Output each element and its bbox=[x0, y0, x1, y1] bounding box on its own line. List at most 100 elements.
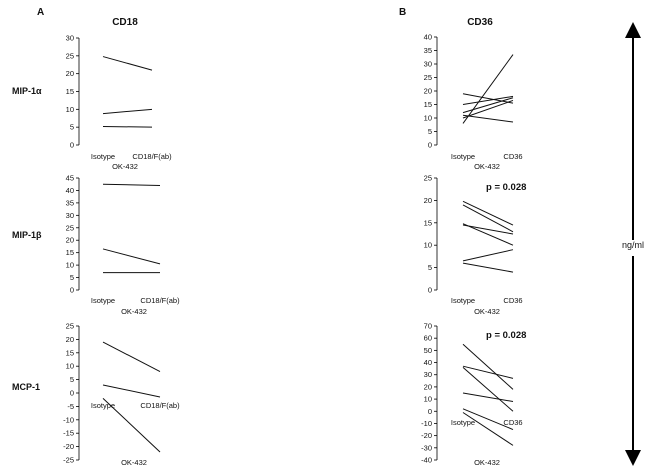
group-label: OK-432 bbox=[474, 307, 500, 316]
panels: 0 5 10 15 20 25 30 Isotype CD18/F(ab) OK-432 0 5 10 1… bbox=[63, 33, 526, 468]
series-line bbox=[462, 54, 514, 124]
series-line bbox=[462, 249, 514, 262]
series-line bbox=[102, 341, 161, 373]
series-line bbox=[462, 97, 514, 114]
y-tick-label: 15 bbox=[424, 218, 432, 227]
row-label-mip1a: MIP-1α bbox=[12, 86, 42, 96]
y-tick-label: 35 bbox=[66, 198, 74, 207]
chart-panel-3: -25 -20 -15 -10 -5 0 5 10 15 20 25 Isotype CD18/F(ab… bbox=[63, 322, 180, 468]
series-line bbox=[462, 224, 514, 235]
y-tick-label: 5 bbox=[70, 273, 74, 282]
y-tick-label: 0 bbox=[70, 286, 74, 295]
series-line bbox=[462, 412, 514, 446]
row-label-mip1b: MIP-1β bbox=[12, 230, 42, 240]
y-tick-label: 0 bbox=[428, 141, 432, 150]
series-line bbox=[462, 343, 514, 390]
series-line bbox=[102, 384, 161, 398]
y-tick-label: 25 bbox=[66, 322, 74, 331]
y-tick-label: 10 bbox=[66, 105, 74, 114]
series-line bbox=[102, 56, 153, 71]
series-line bbox=[462, 223, 514, 246]
y-tick-label: 10 bbox=[66, 261, 74, 270]
series-line bbox=[102, 108, 153, 115]
y-tick-label: 45 bbox=[66, 174, 74, 183]
column-title-cd36: CD36 bbox=[467, 17, 493, 28]
y-tick-label: -30 bbox=[421, 443, 432, 452]
category-label: Isotype bbox=[91, 401, 115, 410]
series-line bbox=[462, 95, 514, 105]
y-tick-label: 10 bbox=[424, 395, 432, 404]
chart-panel-1: 0 5 10 15 20 25 30 Isotype CD18/F(ab)OK-432 bbox=[66, 34, 172, 172]
y-tick-label: 5 bbox=[428, 127, 432, 136]
panel-letter-a: A bbox=[37, 7, 44, 18]
category-label: CD36 bbox=[503, 296, 522, 305]
y-tick-label: 30 bbox=[66, 211, 74, 220]
category-label: CD36 bbox=[503, 418, 522, 427]
y-tick-label: 10 bbox=[424, 241, 432, 250]
series-line bbox=[462, 408, 514, 431]
y-tick-label: 15 bbox=[66, 348, 74, 357]
y-tick-label: 60 bbox=[424, 334, 432, 343]
series-line bbox=[462, 114, 514, 123]
y-tick-label: 15 bbox=[424, 100, 432, 109]
series-line bbox=[462, 392, 514, 403]
y-tick-label: 30 bbox=[66, 34, 74, 43]
y-tick-label: -15 bbox=[63, 429, 74, 438]
series-line bbox=[102, 125, 153, 128]
series-line bbox=[102, 248, 161, 265]
chart-panel-6: -40 -30 -20 -10 0 10 20 30 40 50 60 70 Isotype CD36 OK… bbox=[421, 322, 526, 468]
unit-label: ng/ml bbox=[622, 240, 644, 250]
y-tick-label: 25 bbox=[424, 174, 432, 183]
category-label: CD18/F(ab) bbox=[140, 401, 180, 410]
y-tick-label: 5 bbox=[70, 375, 74, 384]
y-tick-label: 5 bbox=[428, 263, 432, 272]
y-tick-label: 25 bbox=[66, 223, 74, 232]
category-label: CD36 bbox=[503, 152, 522, 161]
series-line bbox=[462, 262, 514, 273]
y-tick-label: 0 bbox=[428, 286, 432, 295]
category-label: Isotype bbox=[451, 296, 475, 305]
y-tick-label: 20 bbox=[66, 236, 74, 245]
category-label: Isotype bbox=[91, 152, 115, 161]
y-tick-label: 50 bbox=[424, 346, 432, 355]
y-tick-label: -5 bbox=[67, 402, 74, 411]
series-line bbox=[462, 200, 514, 226]
series-line bbox=[462, 93, 514, 104]
y-tick-label: 0 bbox=[70, 141, 74, 150]
category-label: Isotype bbox=[91, 296, 115, 305]
panel-letter-b: B bbox=[399, 7, 406, 18]
y-tick-label: 40 bbox=[424, 358, 432, 367]
series-line bbox=[462, 365, 514, 379]
y-tick-label: 20 bbox=[424, 87, 432, 96]
y-tick-label: 20 bbox=[424, 382, 432, 391]
y-tick-label: 20 bbox=[424, 196, 432, 205]
y-tick-label: 20 bbox=[66, 335, 74, 344]
y-tick-label: -10 bbox=[421, 419, 432, 428]
y-tick-label: -40 bbox=[421, 456, 432, 465]
p-value-label: p = 0.028 bbox=[486, 330, 526, 341]
y-tick-label: 10 bbox=[424, 114, 432, 123]
group-label: OK-432 bbox=[474, 162, 500, 171]
y-tick-label: 0 bbox=[70, 389, 74, 398]
y-tick-label: 20 bbox=[66, 69, 74, 78]
category-label: Isotype bbox=[451, 152, 475, 161]
column-title-cd18: CD18 bbox=[112, 17, 138, 28]
row-label-mcp1: MCP-1 bbox=[12, 382, 40, 392]
series-line bbox=[102, 183, 161, 186]
series-line bbox=[102, 397, 161, 453]
group-label: OK-432 bbox=[121, 307, 147, 316]
y-tick-label: -10 bbox=[63, 415, 74, 424]
y-tick-label: -25 bbox=[63, 456, 74, 465]
y-tick-label: 15 bbox=[66, 87, 74, 96]
y-tick-label: 10 bbox=[66, 362, 74, 371]
y-tick-label: -20 bbox=[421, 431, 432, 440]
y-tick-label: 40 bbox=[66, 186, 74, 195]
y-tick-label: 30 bbox=[424, 60, 432, 69]
y-tick-label: 70 bbox=[424, 322, 432, 331]
y-tick-label: 25 bbox=[66, 51, 74, 60]
y-tick-label: 35 bbox=[424, 46, 432, 55]
y-tick-label: 15 bbox=[66, 248, 74, 257]
category-label: CD18/F(ab) bbox=[140, 296, 180, 305]
